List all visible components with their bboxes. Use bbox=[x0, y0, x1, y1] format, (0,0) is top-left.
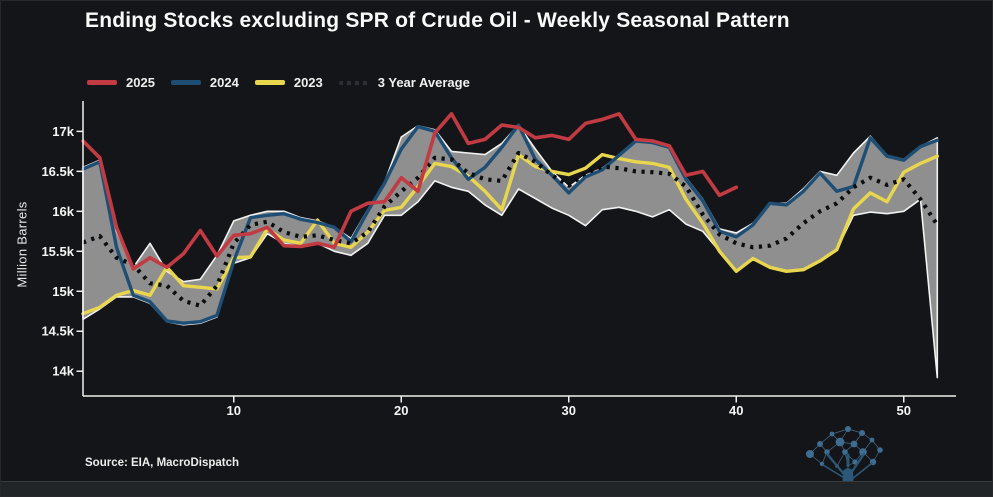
svg-text:20: 20 bbox=[394, 403, 408, 418]
x-axis-ticks: 10 20 30 40 50 bbox=[227, 396, 911, 418]
series-2023-line bbox=[81, 152, 939, 316]
svg-text:16.5k: 16.5k bbox=[41, 164, 74, 179]
legend-item-2025: 2025 bbox=[87, 75, 155, 90]
svg-text:14.5k: 14.5k bbox=[41, 324, 74, 339]
legend-swatch-2025 bbox=[87, 80, 117, 85]
svg-text:10: 10 bbox=[227, 403, 241, 418]
svg-text:14k: 14k bbox=[52, 364, 74, 379]
legend-label-3yr-average: 3 Year Average bbox=[377, 75, 470, 90]
series-2025-line bbox=[81, 112, 739, 271]
legend-item-2023: 2023 bbox=[254, 75, 323, 90]
bottom-window-strip bbox=[1, 481, 992, 496]
svg-text:15k: 15k bbox=[52, 284, 74, 299]
legend-swatch-3yr-average bbox=[338, 80, 369, 85]
legend-item-2024: 2024 bbox=[170, 75, 239, 90]
legend-item-3yr-average: 3 Year Average bbox=[338, 75, 470, 90]
legend-label-2025: 2025 bbox=[126, 75, 155, 90]
series-3yr-average-dotted-line bbox=[82, 150, 940, 308]
min-max-range-band bbox=[82, 124, 939, 379]
page-title: Ending Stocks excluding SPR of Crude Oil… bbox=[85, 9, 790, 32]
legend-label-2023: 2023 bbox=[293, 75, 323, 90]
svg-text:40: 40 bbox=[729, 403, 743, 418]
svg-text:17k: 17k bbox=[52, 124, 74, 139]
source-attribution: Source: EIA, MacroDispatch bbox=[85, 457, 240, 469]
chart-legend: 2025 2024 2023 3 Year Average bbox=[87, 75, 486, 90]
y-axis-ticks: 17k 16.5k 16k 15.5k 15k 14.5k 14k bbox=[41, 124, 83, 379]
legend-label-2024: 2024 bbox=[209, 75, 239, 90]
svg-text:16k: 16k bbox=[52, 204, 74, 219]
legend-swatch-2023 bbox=[254, 80, 285, 85]
svg-text:50: 50 bbox=[897, 403, 911, 418]
svg-text:15.5k: 15.5k bbox=[41, 244, 74, 259]
axes bbox=[82, 101, 956, 397]
series-2024-line bbox=[81, 123, 939, 325]
svg-text:30: 30 bbox=[562, 403, 576, 418]
legend-swatch-2024 bbox=[170, 80, 201, 85]
